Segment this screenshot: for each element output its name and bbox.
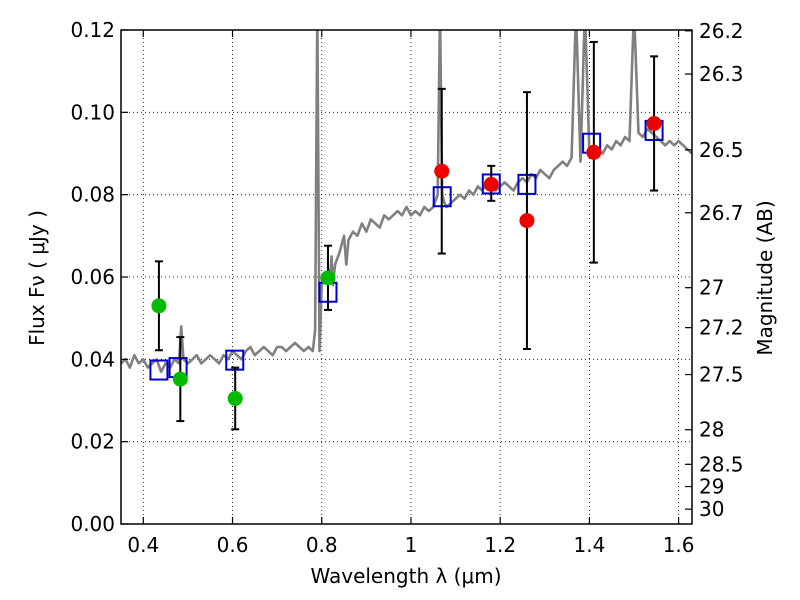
optical-data-point — [151, 298, 167, 314]
y-tick-label: 0.00 — [70, 512, 115, 536]
x-tick-label: 1 — [405, 533, 418, 557]
axes-frame — [120, 29, 693, 525]
magnitude-tick-label: 28.5 — [699, 452, 744, 476]
axes-border — [120, 29, 693, 525]
y-axis-label: Flux Fν ( μJy ) — [25, 210, 49, 346]
x-tick-label: 1.4 — [573, 533, 605, 557]
magnitude-tick-label: 28 — [699, 418, 724, 442]
x-tick-label: 0.6 — [217, 533, 249, 557]
optical-data-point — [172, 371, 188, 387]
model-photometry-square — [149, 359, 169, 381]
y-tick-label: 0.12 — [70, 18, 115, 42]
magnitude-tick-label: 26.2 — [699, 19, 744, 43]
magnitude-tick-label: 26.3 — [699, 62, 744, 86]
plot-area — [121, 30, 692, 431]
optical-data-point — [227, 390, 243, 406]
y-tick-label: 0.02 — [70, 430, 115, 454]
x-tick-label: 0.4 — [127, 533, 159, 557]
y-tick-label: 0.08 — [70, 183, 115, 207]
magnitude-tick-label: 27 — [699, 276, 724, 300]
sed-model-line — [121, 30, 692, 373]
magnitude-tick-label: 27.5 — [699, 363, 744, 387]
ticks: 0.4 0.6 0.8 1 1.2 1.4 1.6 0.00 0.02 0.04 0.06 0.08 0… — [70, 18, 743, 557]
optical-data-point — [320, 270, 336, 286]
magnitude-tick-label: 26.7 — [699, 201, 744, 225]
nir-data-point — [519, 213, 535, 229]
nir-data-point — [646, 115, 662, 131]
magnitude-tick-label: 27.2 — [699, 316, 744, 340]
magnitude-tick-label: 29 — [699, 475, 724, 499]
x-tick-label: 1.2 — [484, 533, 516, 557]
y-tick-label: 0.06 — [70, 265, 115, 289]
y-tick-label: 0.10 — [70, 100, 115, 124]
magnitude-tick-label: 26.5 — [699, 138, 744, 162]
x-axis-label: Wavelength λ (μm) — [310, 564, 501, 588]
nir-data-point — [434, 163, 450, 179]
grid — [121, 29, 692, 525]
y-tick-label: 0.04 — [70, 347, 115, 371]
nir-data-point — [586, 144, 602, 160]
nir-data-point — [483, 176, 499, 192]
right-axis-label: Magnitude (AB) — [753, 200, 777, 355]
x-tick-label: 0.8 — [306, 533, 338, 557]
x-tick-label: 1.6 — [663, 533, 695, 557]
magnitude-tick-label: 30 — [699, 497, 724, 521]
